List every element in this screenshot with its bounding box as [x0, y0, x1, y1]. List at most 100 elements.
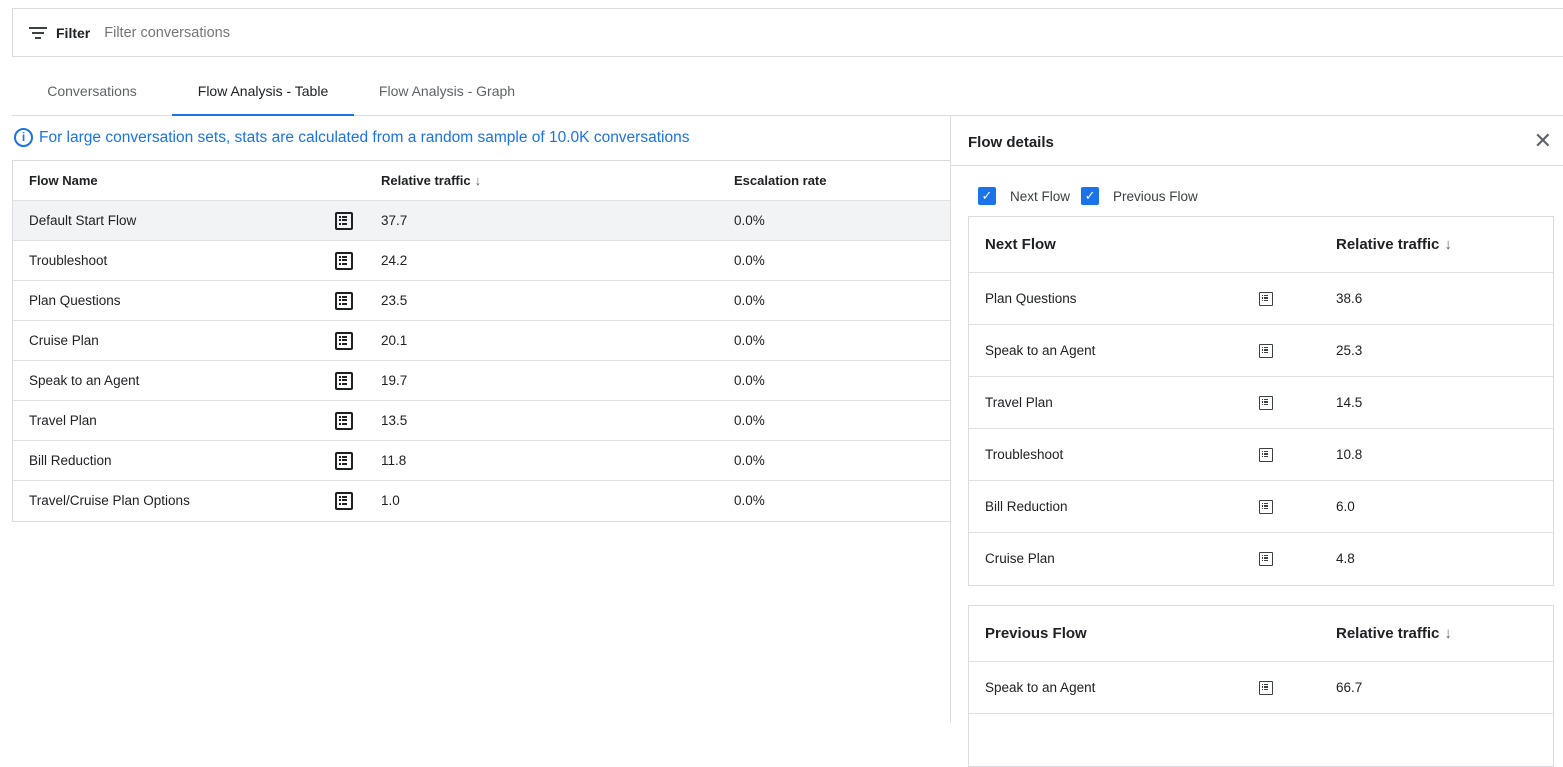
table-row[interactable]: Speak to an Agent 25.3 — [969, 325, 1553, 377]
table-row[interactable]: Bill Reduction 6.0 — [969, 481, 1553, 533]
escalation-rate: 0.0% — [734, 493, 765, 508]
header-escalation-rate[interactable]: Escalation rate — [734, 173, 827, 188]
flow-details-panel: Flow details ✕ ✓ Next Flow ✓ Previous Fl… — [950, 116, 1563, 767]
relative-traffic: 24.2 — [381, 253, 408, 268]
tab-flow-analysis-graph[interactable]: Flow Analysis - Graph — [378, 83, 516, 99]
flow-name: Troubleshoot — [29, 253, 108, 268]
header-next-flow[interactable]: Next Flow — [985, 236, 1056, 253]
table-row[interactable]: Cruise Plan 20.1 0.0% — [13, 321, 951, 361]
list-details-icon[interactable] — [1259, 681, 1273, 695]
arrow-down-icon: ↓ — [474, 173, 482, 188]
relative-traffic: 6.0 — [1336, 499, 1355, 514]
list-details-icon[interactable] — [1259, 344, 1273, 358]
next-flow-table: Next Flow Relative traffic ↓ Plan Questio… — [968, 216, 1554, 586]
escalation-rate: 0.0% — [734, 413, 765, 428]
previous-table-header: Previous Flow Relative traffic ↓ — [969, 606, 1553, 662]
tab-bar: Conversations Flow Analysis - Table Flow… — [12, 66, 1563, 116]
panel-title: Flow details — [968, 134, 1054, 151]
previous-flow-checkbox-label: Previous Flow — [1113, 188, 1198, 204]
filter-bar: Filter — [12, 8, 1563, 57]
relative-traffic: 37.7 — [381, 213, 408, 228]
table-row[interactable]: Default Start Flow 37.7 0.0% — [13, 201, 951, 241]
list-details-icon[interactable] — [335, 332, 353, 350]
list-details-icon[interactable] — [1259, 448, 1273, 462]
flow-name: Plan Questions — [985, 291, 1077, 306]
info-icon: i — [14, 128, 33, 147]
previous-flow-table: Previous Flow Relative traffic ↓ Speak to… — [968, 605, 1554, 767]
table-row[interactable]: Travel Plan 14.5 — [969, 377, 1553, 429]
relative-traffic: 1.0 — [381, 493, 400, 508]
relative-traffic: 66.7 — [1336, 680, 1363, 695]
flow-name: Travel/Cruise Plan Options — [29, 493, 190, 508]
table-row[interactable]: Troubleshoot 10.8 — [969, 429, 1553, 481]
escalation-rate: 0.0% — [734, 453, 765, 468]
escalation-rate: 0.0% — [734, 333, 765, 348]
table-row[interactable]: Plan Questions 38.6 — [969, 273, 1553, 325]
next-flow-checkbox-label: Next Flow — [1010, 188, 1071, 204]
table-row[interactable]: Bill Reduction 11.8 0.0% — [13, 441, 951, 481]
list-details-icon[interactable] — [1259, 292, 1273, 306]
relative-traffic: 23.5 — [381, 293, 408, 308]
flow-name: Cruise Plan — [29, 333, 99, 348]
next-flow-checkbox[interactable]: ✓ — [978, 187, 996, 205]
arrow-down-icon: ↓ — [1444, 236, 1452, 253]
list-details-icon[interactable] — [1259, 500, 1273, 514]
previous-flow-checkbox[interactable]: ✓ — [1081, 187, 1100, 205]
list-details-icon[interactable] — [335, 212, 353, 230]
arrow-down-icon: ↓ — [1444, 625, 1452, 642]
list-details-icon[interactable] — [1259, 396, 1273, 410]
table-row[interactable]: Troubleshoot 24.2 0.0% — [13, 241, 951, 281]
tab-flow-analysis-table[interactable]: Flow Analysis - Table — [172, 66, 354, 116]
filter-input[interactable] — [104, 24, 705, 41]
table-row[interactable]: Travel/Cruise Plan Options 1.0 0.0% — [13, 481, 951, 521]
relative-traffic: 11.8 — [381, 453, 407, 468]
flow-name: Travel Plan — [29, 413, 97, 428]
relative-traffic: 14.5 — [1336, 395, 1363, 410]
header-flow-name[interactable]: Flow Name — [29, 173, 98, 188]
relative-traffic: 25.3 — [1336, 343, 1363, 358]
flow-name: Speak to an Agent — [985, 343, 1096, 358]
list-details-icon[interactable] — [335, 252, 353, 270]
list-details-icon[interactable] — [335, 372, 353, 390]
table-row[interactable]: Travel Plan 13.5 0.0% — [13, 401, 951, 441]
list-details-icon[interactable] — [335, 452, 353, 470]
table-row[interactable]: Speak to an Agent 19.7 0.0% — [13, 361, 951, 401]
header-relative-traffic-label: Relative traffic — [381, 173, 471, 188]
relative-traffic: 13.5 — [381, 413, 408, 428]
list-details-icon[interactable] — [335, 292, 353, 310]
escalation-rate: 0.0% — [734, 253, 765, 268]
table-row[interactable]: Speak to an Agent 66.7 — [969, 662, 1553, 714]
escalation-rate: 0.0% — [734, 293, 765, 308]
close-icon[interactable]: ✕ — [1533, 128, 1552, 153]
relative-traffic: 38.6 — [1336, 291, 1363, 306]
tab-conversations[interactable]: Conversations — [47, 83, 137, 99]
header-relative-traffic[interactable]: Relative traffic ↓ — [1336, 606, 1452, 662]
header-relative-traffic[interactable]: Relative traffic ↓ — [381, 161, 481, 201]
header-previous-flow[interactable]: Previous Flow — [985, 625, 1087, 642]
flow-name: Speak to an Agent — [985, 680, 1096, 695]
header-relative-traffic[interactable]: Relative traffic ↓ — [1336, 217, 1452, 273]
filter-icon[interactable] — [29, 26, 47, 39]
flow-name: Speak to an Agent — [29, 373, 140, 388]
flow-name: Plan Questions — [29, 293, 121, 308]
header-relative-traffic-label: Relative traffic — [1336, 236, 1440, 253]
list-details-icon[interactable] — [335, 412, 353, 430]
relative-traffic: 20.1 — [381, 333, 408, 348]
relative-traffic: 4.8 — [1336, 551, 1355, 566]
flow-name: Bill Reduction — [985, 499, 1068, 514]
table-row[interactable]: Cruise Plan 4.8 — [969, 533, 1553, 585]
table-row[interactable]: Plan Questions 23.5 0.0% — [13, 281, 951, 321]
list-details-icon[interactable] — [1259, 552, 1273, 566]
filter-label: Filter — [56, 24, 91, 41]
next-table-header: Next Flow Relative traffic ↓ — [969, 217, 1553, 273]
escalation-rate: 0.0% — [734, 373, 765, 388]
flow-name: Default Start Flow — [29, 213, 137, 228]
flow-name: Travel Plan — [985, 395, 1053, 410]
header-relative-traffic-label: Relative traffic — [1336, 625, 1440, 642]
flow-table: Flow Name Relative traffic ↓ Escalation r… — [12, 160, 951, 522]
table-row[interactable] — [969, 714, 1553, 766]
flow-checkboxes: ✓ Next Flow ✓ Previous Flow — [978, 187, 1198, 205]
info-text: For large conversation sets, stats are c… — [39, 128, 690, 146]
info-banner: i For large conversation sets, stats are… — [14, 128, 689, 147]
list-details-icon[interactable] — [335, 492, 353, 510]
